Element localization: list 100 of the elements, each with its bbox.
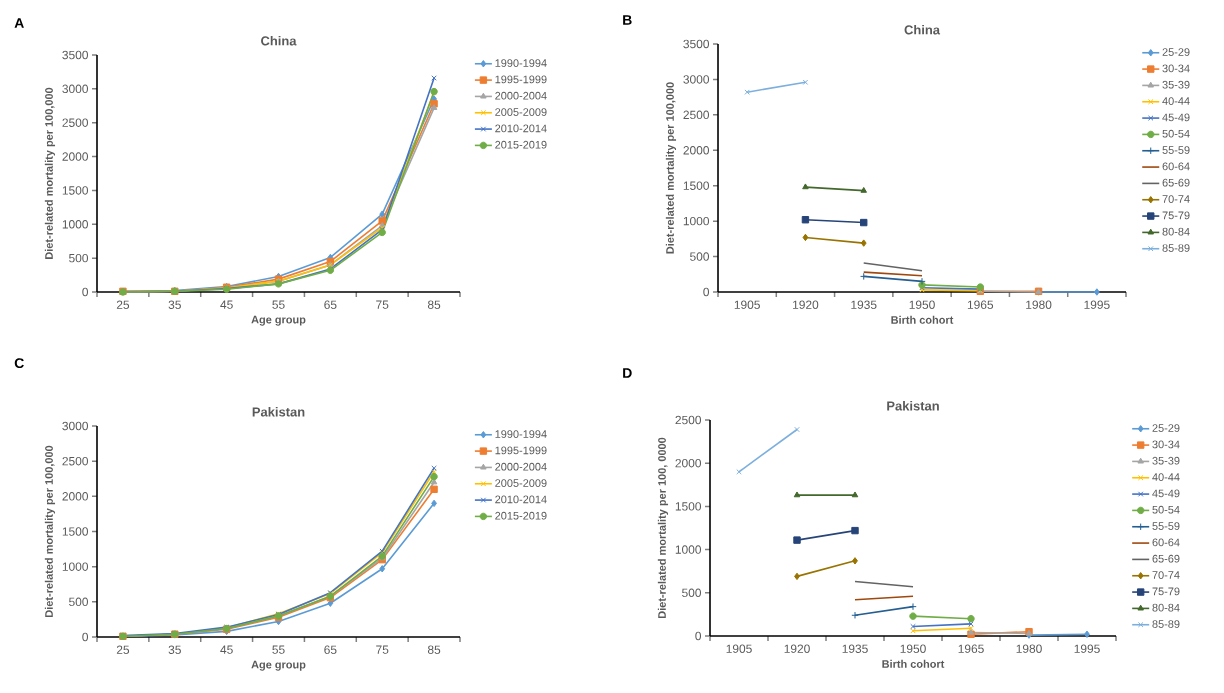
x-tick-label: 75 xyxy=(376,645,389,654)
y-tick-label: 3500 xyxy=(683,39,710,49)
text: B xyxy=(623,15,632,25)
legend-label: 2005-2009 xyxy=(495,108,547,116)
text: A xyxy=(14,18,24,28)
y-tick-label: 3500 xyxy=(62,50,89,60)
text: D xyxy=(623,368,632,378)
x-tick-label: 1920 xyxy=(784,644,810,653)
chart-title: China xyxy=(261,35,297,46)
x-tick-label: 1995 xyxy=(1084,300,1110,309)
y-tick-label: 1000 xyxy=(62,562,89,571)
legend-label: 65-69 xyxy=(1152,554,1180,563)
y-axis-title: Diet-related mortality per 100,000 xyxy=(665,82,677,254)
x-tick-label: 75 xyxy=(376,300,389,309)
legend-label: 40-44 xyxy=(1162,97,1190,105)
x-tick-label: 45 xyxy=(220,300,233,309)
legend-label: 55-59 xyxy=(1162,146,1190,154)
legend-label: 60-64 xyxy=(1152,538,1180,547)
legend-label: 2010-2014 xyxy=(495,495,547,504)
y-tick-label: 2500 xyxy=(683,110,710,120)
y-tick-label: 2000 xyxy=(675,458,702,468)
x-tick-label: 1950 xyxy=(900,644,926,653)
legend-label: 25-29 xyxy=(1152,424,1180,432)
x-tick-label: 65 xyxy=(324,645,337,654)
legend-label: 75-79 xyxy=(1152,587,1180,596)
y-tick-label: 2500 xyxy=(675,415,702,425)
legend-label: 30-34 xyxy=(1152,440,1180,449)
y-tick-label: 3000 xyxy=(683,75,710,84)
legend-label: 2000-2004 xyxy=(495,91,547,100)
legend-label: 1995-1999 xyxy=(495,75,547,84)
y-axis-title: Diet-related mortality per 100, 0000 xyxy=(657,437,669,619)
y-tick-label: 1500 xyxy=(62,527,89,536)
y-tick-label: 2000 xyxy=(683,146,710,155)
y-tick-label: 1000 xyxy=(683,216,710,226)
x-tick-label: 1995 xyxy=(1074,644,1100,653)
text: C xyxy=(14,358,24,369)
legend-label: 50-54 xyxy=(1162,129,1190,138)
legend-label: 60-64 xyxy=(1162,162,1190,171)
y-tick-label: 500 xyxy=(682,588,702,598)
x-tick-label: 1935 xyxy=(842,644,868,653)
legend-label: 50-54 xyxy=(1152,505,1180,514)
y-tick-label: 3000 xyxy=(62,421,89,431)
y-tick-label: 3000 xyxy=(62,84,89,94)
y-tick-label: 0 xyxy=(82,287,89,297)
legend-label: 75-79 xyxy=(1162,211,1190,220)
x-tick-label: 65 xyxy=(324,300,337,309)
legend-label: 2015-2019 xyxy=(495,511,547,520)
y-tick-label: 1500 xyxy=(683,181,710,190)
legend-label: 25-29 xyxy=(1162,48,1190,56)
x-tick-label: 1935 xyxy=(851,300,877,309)
y-axis-title: Diet-related mortality per 100,000 xyxy=(44,445,56,617)
y-tick-label: 500 xyxy=(69,253,89,263)
legend-label: 55-59 xyxy=(1152,522,1180,530)
x-tick-label: 55 xyxy=(272,300,285,309)
legend-label: 2005-2009 xyxy=(495,479,547,487)
y-axis-title: Diet-related mortality per 100,000 xyxy=(44,87,56,259)
x-tick-label: 1965 xyxy=(958,644,984,653)
x-axis-title: Age group xyxy=(251,315,306,326)
x-tick-label: 55 xyxy=(272,645,285,654)
legend-label: 30-34 xyxy=(1162,64,1190,73)
legend-label: 2015-2019 xyxy=(495,140,547,149)
y-tick-label: 2500 xyxy=(62,456,89,466)
legend-label: 85-89 xyxy=(1162,244,1190,252)
x-tick-label: 1920 xyxy=(793,300,819,309)
x-tick-label: 35 xyxy=(168,300,181,309)
y-tick-label: 1500 xyxy=(62,186,89,195)
legend-label: 1990-1994 xyxy=(495,430,547,438)
legend-label: 85-89 xyxy=(1152,620,1180,628)
y-tick-label: 2500 xyxy=(62,118,89,127)
x-tick-label: 1905 xyxy=(726,644,752,653)
x-tick-label: 85 xyxy=(427,300,441,309)
y-tick-label: 1500 xyxy=(675,502,702,511)
legend-label: 2000-2004 xyxy=(495,462,547,471)
y-tick-label: 0 xyxy=(703,287,710,297)
x-tick-label: 1950 xyxy=(909,300,935,309)
x-axis-title: Age group xyxy=(251,660,306,671)
x-tick-label: 1965 xyxy=(967,300,994,309)
x-tick-label: 25 xyxy=(116,645,130,654)
x-tick-label: 85 xyxy=(427,645,441,654)
legend-label: 1990-1994 xyxy=(495,59,547,67)
legend-label: 1995-1999 xyxy=(495,446,547,455)
x-tick-label: 35 xyxy=(168,645,181,654)
legend-label: 45-49 xyxy=(1152,489,1180,498)
x-tick-label: 1980 xyxy=(1016,644,1042,653)
y-tick-label: 1000 xyxy=(62,220,89,229)
y-tick-label: 0 xyxy=(695,631,702,641)
chart-title: Pakistan xyxy=(252,406,305,417)
x-axis-title: Birth cohort xyxy=(882,659,945,668)
x-tick-label: 45 xyxy=(220,645,233,654)
x-tick-label: 1905 xyxy=(734,300,760,309)
x-tick-label: 1980 xyxy=(1026,300,1052,309)
legend-label: 2010-2014 xyxy=(495,124,547,133)
legend-label: 40-44 xyxy=(1152,473,1180,481)
chart-title: China xyxy=(904,24,941,35)
x-tick-label: 25 xyxy=(116,300,130,309)
legend-label: 80-84 xyxy=(1152,603,1180,612)
legend-label: 35-39 xyxy=(1152,456,1180,465)
legend-label: 70-74 xyxy=(1162,195,1190,203)
y-tick-label: 0 xyxy=(82,632,89,642)
y-tick-label: 1000 xyxy=(675,545,702,554)
